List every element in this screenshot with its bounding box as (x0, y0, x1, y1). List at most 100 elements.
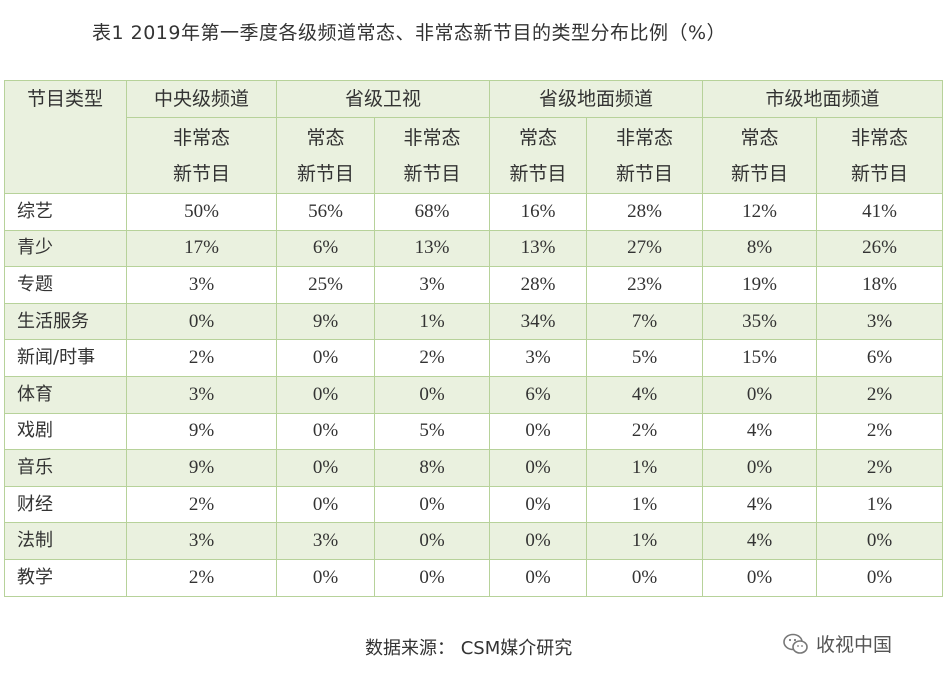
row-label-header: 节目类型 (4, 80, 127, 194)
value-cell: 3% (816, 302, 944, 341)
value-cell: 6% (816, 339, 944, 377)
row-label: 体育 (4, 375, 127, 414)
value-cell: 27% (586, 229, 704, 268)
value-cell: 12% (702, 193, 818, 231)
data-table: 节目类型 中央级频道 省级卫视 省级地面频道 市级地面频道 非常态 新节目 常态新… (4, 80, 944, 597)
watermark: 收视中国 (782, 630, 892, 657)
value-cell: 0% (586, 558, 704, 597)
group-header-city-terrestrial: 市级地面频道 (702, 80, 944, 118)
value-cell: 0% (373, 522, 491, 560)
row-label: 青少 (4, 229, 127, 268)
value-cell: 0% (373, 485, 491, 524)
value-cell: 3% (276, 522, 375, 560)
value-cell: 8% (373, 449, 491, 487)
value-cell: 3% (489, 339, 588, 377)
value-cell: 0% (489, 558, 588, 597)
value-cell: 41% (816, 193, 944, 231)
value-cell: 0% (373, 375, 491, 414)
value-cell: 18% (816, 266, 944, 304)
value-cell: 0% (489, 412, 588, 451)
value-cell: 1% (586, 449, 704, 487)
value-cell: 13% (373, 229, 491, 268)
table-row: 体育 3% 0% 0% 6% 4% 0% 2% (4, 375, 944, 414)
value-cell: 9% (126, 412, 277, 451)
value-cell: 34% (489, 302, 588, 341)
subheader-cell: 非常态 新节目 (126, 117, 277, 194)
row-label: 法制 (4, 522, 127, 560)
value-cell: 1% (816, 485, 944, 524)
subheader-cell: 常态 新节目 (702, 117, 818, 194)
value-cell: 2% (126, 558, 277, 597)
value-cell: 3% (126, 375, 277, 414)
value-cell: 3% (126, 266, 277, 304)
value-cell: 56% (276, 193, 375, 231)
value-cell: 0% (276, 449, 375, 487)
value-cell: 1% (586, 522, 704, 560)
value-cell: 0% (702, 558, 818, 597)
value-cell: 0% (489, 485, 588, 524)
row-label: 音乐 (4, 449, 127, 487)
value-cell: 13% (489, 229, 588, 268)
value-cell: 9% (276, 302, 375, 341)
value-cell: 2% (816, 412, 944, 451)
value-cell: 68% (373, 193, 491, 231)
row-label: 新闻/时事 (4, 339, 127, 377)
value-cell: 50% (126, 193, 277, 231)
table-body: 综艺 50% 56% 68% 16% 28% 12% 41% 青少 17% 6% 13% 13% 27% 8… (4, 193, 944, 597)
value-cell: 26% (816, 229, 944, 268)
value-cell: 1% (373, 302, 491, 341)
table-row: 新闻/时事 2% 0% 2% 3% 5% 15% 6% (4, 339, 944, 377)
header-row: 节目类型 中央级频道 省级卫视 省级地面频道 市级地面频道 (4, 80, 944, 194)
value-cell: 2% (586, 412, 704, 451)
watermark-text: 收视中国 (816, 634, 893, 656)
value-cell: 0% (373, 558, 491, 597)
value-cell: 2% (816, 449, 944, 487)
table-title: 表1 2019年第一季度各级频道常态、非常态新节目的类型分布比例（%） (92, 22, 727, 44)
subheader-cell: 非常态 新节目 (373, 117, 491, 194)
value-cell: 6% (489, 375, 588, 414)
value-cell: 5% (586, 339, 704, 377)
row-label: 财经 (4, 485, 127, 524)
value-cell: 23% (586, 266, 704, 304)
table-row: 财经 2% 0% 0% 0% 1% 4% 1% (4, 485, 944, 524)
value-cell: 4% (702, 522, 818, 560)
value-cell: 7% (586, 302, 704, 341)
row-label: 生活服务 (4, 302, 127, 341)
data-source-note: 数据来源： CSM媒介研究 (365, 638, 573, 659)
group-header-central: 中央级频道 (126, 80, 277, 118)
value-cell: 0% (276, 412, 375, 451)
table-row: 戏剧 9% 0% 5% 0% 2% 4% 2% (4, 412, 944, 451)
value-cell: 0% (276, 339, 375, 377)
value-cell: 17% (126, 229, 277, 268)
subheader-cell: 非常态 新节目 (586, 117, 704, 194)
table-row: 青少 17% 6% 13% 13% 27% 8% 26% (4, 229, 944, 268)
table-row: 专题 3% 25% 3% 28% 23% 19% 18% (4, 266, 944, 304)
table-row: 音乐 9% 0% 8% 0% 1% 0% 2% (4, 449, 944, 487)
subheader-cell: 非常态 新节目 (816, 117, 944, 194)
value-cell: 25% (276, 266, 375, 304)
subheader-cell: 常态 新节目 (276, 117, 375, 194)
wechat-icon (783, 633, 808, 654)
value-cell: 0% (816, 522, 944, 560)
value-cell: 4% (702, 412, 818, 451)
subheader-row: 非常态 新节目 常态 新节目 非常态 新节目 常态 新节目 非常态 新节目 常态 新节目 非… (5, 117, 944, 194)
value-cell: 9% (126, 449, 277, 487)
value-cell: 3% (126, 522, 277, 560)
group-header-provincial-terrestrial: 省级地面频道 (489, 80, 704, 118)
value-cell: 2% (126, 485, 277, 524)
value-cell: 6% (276, 229, 375, 268)
value-cell: 0% (276, 485, 375, 524)
table-row: 综艺 50% 56% 68% 16% 28% 12% 41% (4, 193, 944, 231)
value-cell: 0% (276, 558, 375, 597)
value-cell: 8% (702, 229, 818, 268)
value-cell: 5% (373, 412, 491, 451)
value-cell: 16% (489, 193, 588, 231)
value-cell: 2% (373, 339, 491, 377)
value-cell: 0% (702, 449, 818, 487)
value-cell: 35% (702, 302, 818, 341)
value-cell: 0% (489, 449, 588, 487)
value-cell: 4% (702, 485, 818, 524)
table-row: 法制 3% 3% 0% 0% 1% 4% 0% (4, 522, 944, 560)
table-row: 教学 2% 0% 0% 0% 0% 0% 0% (4, 558, 944, 597)
value-cell: 28% (586, 193, 704, 231)
